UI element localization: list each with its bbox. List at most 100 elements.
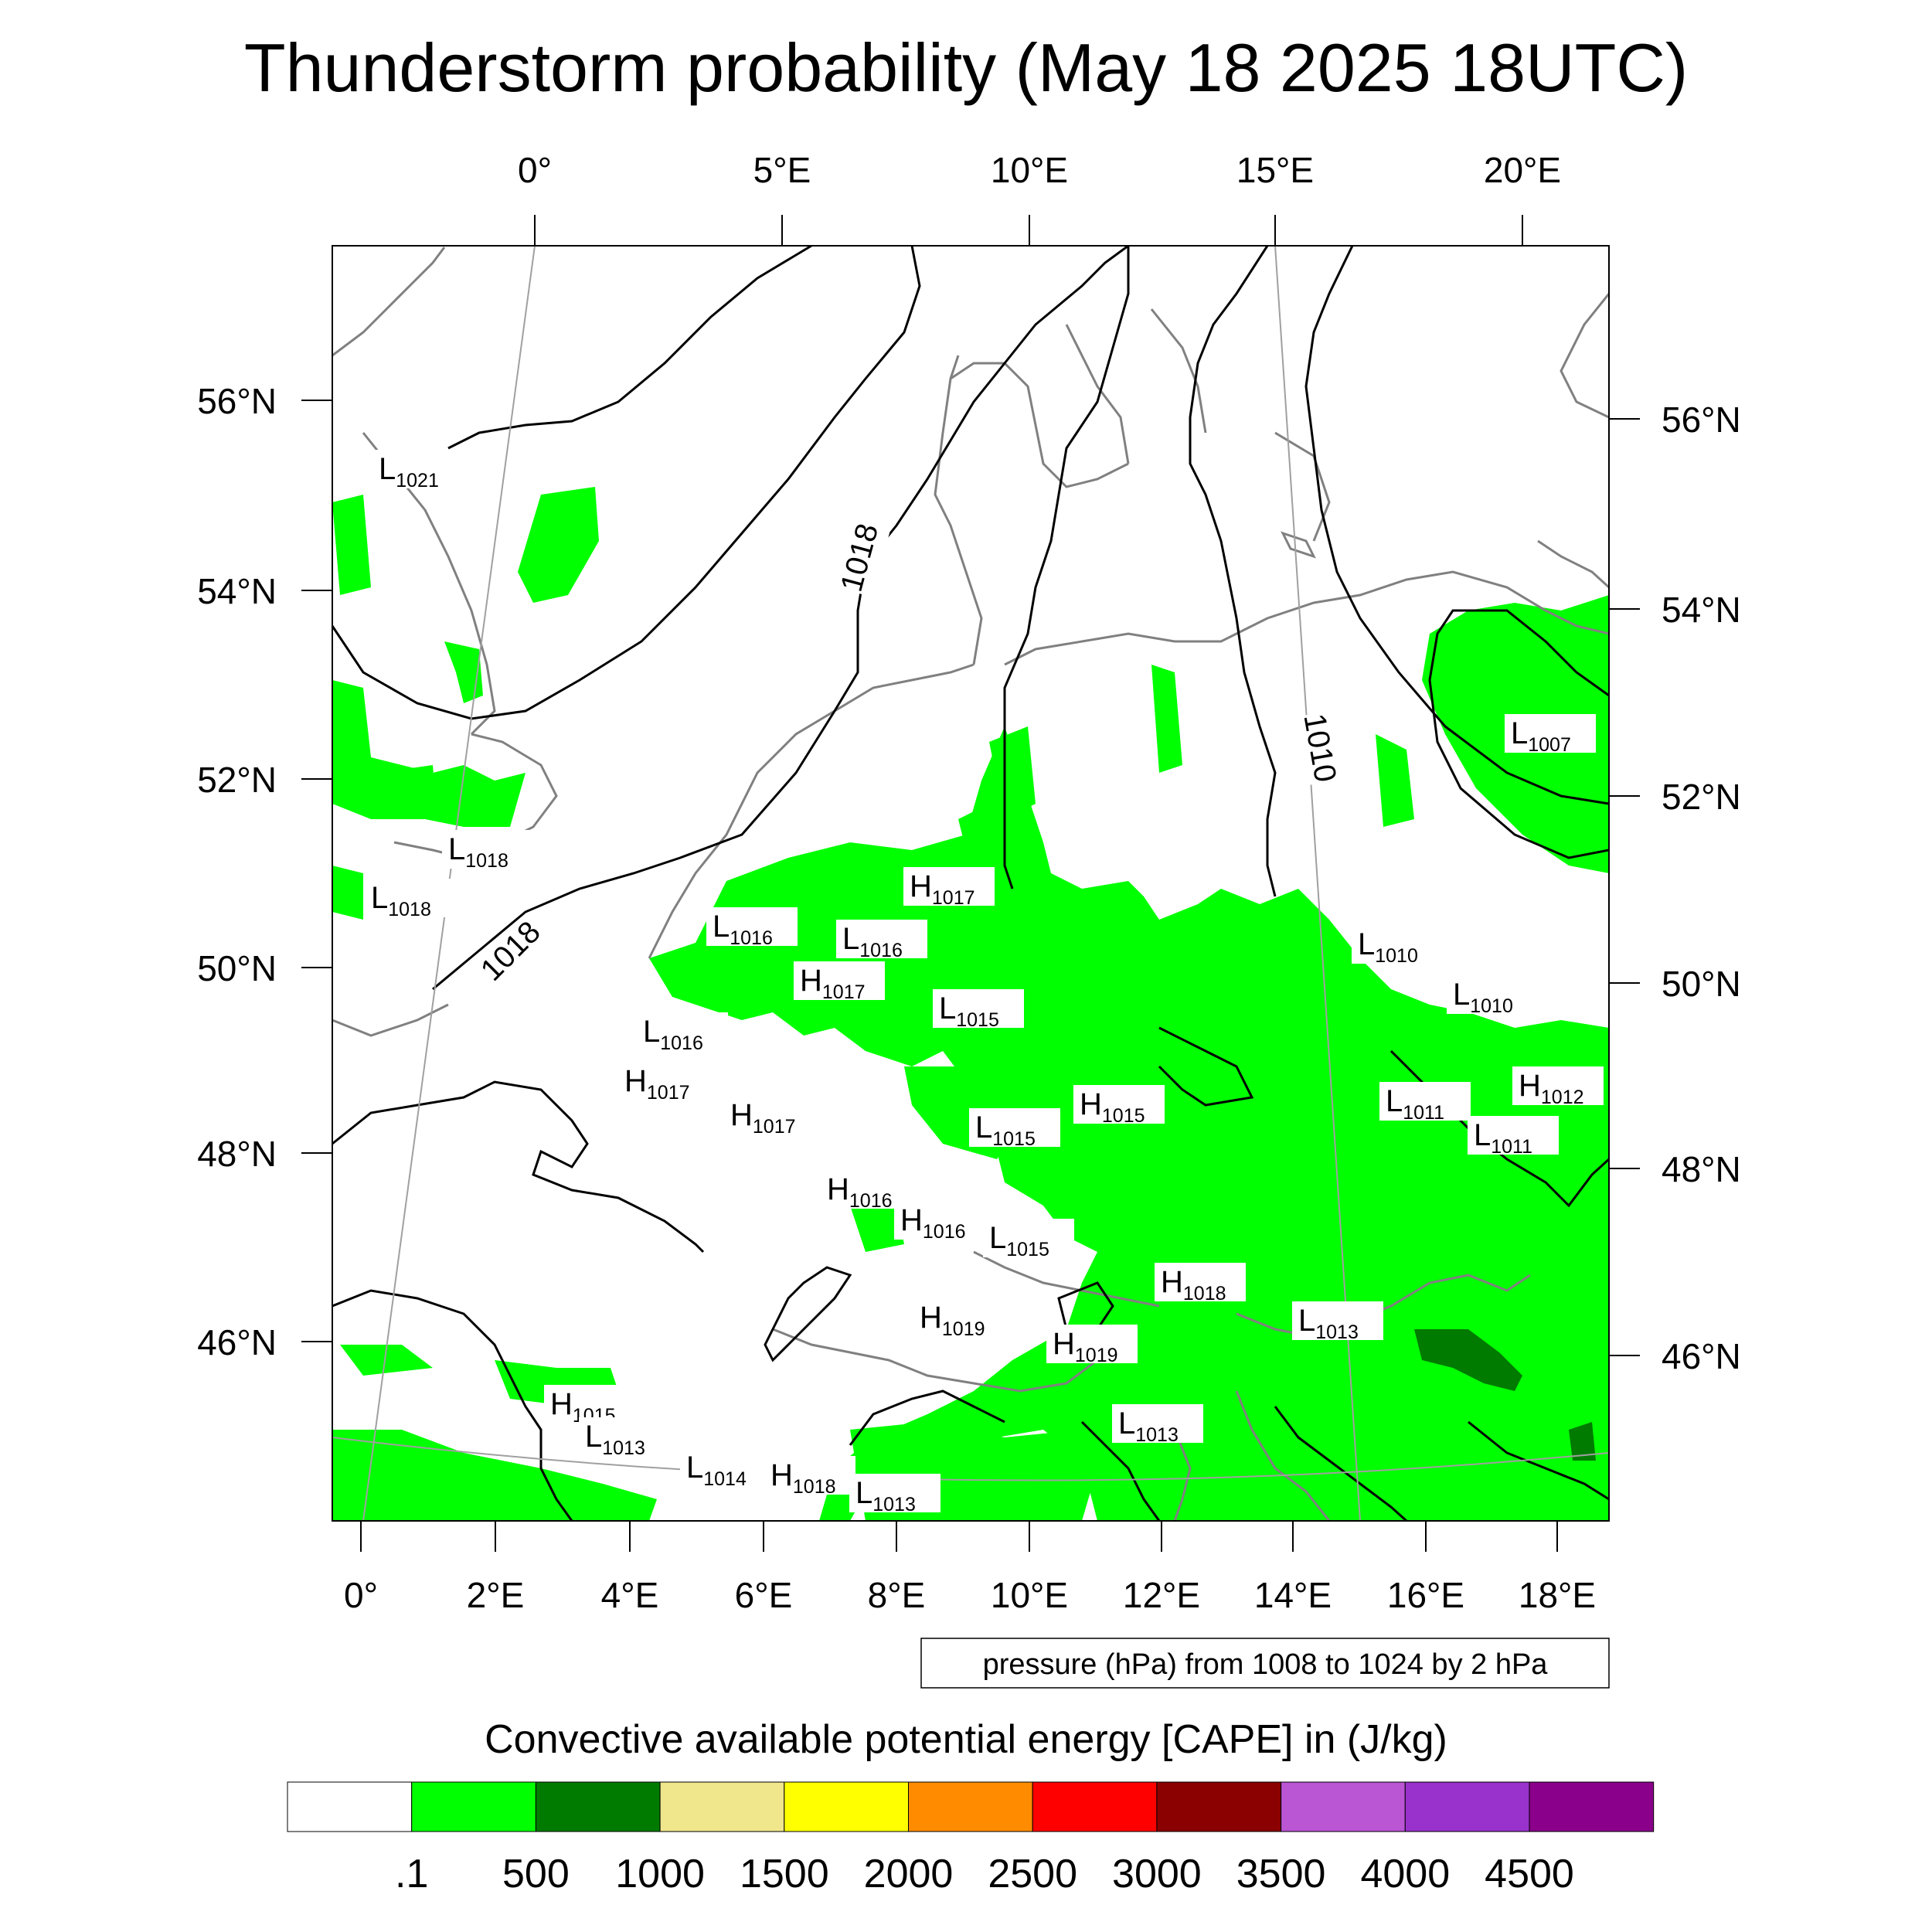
bottom-lon-label-8e: 8°E: [868, 1575, 926, 1615]
pressure-center-low: L1011: [1468, 1116, 1559, 1158]
bottom-lon-label-14e: 14°E: [1254, 1575, 1332, 1615]
pressure-center-low: L1007: [1505, 714, 1596, 756]
bottom-axis: [360, 1521, 1558, 1552]
left-lat-label-54n: 54°N: [197, 571, 277, 611]
pressure-center-label: H1019: [1053, 1327, 1118, 1366]
isobars: [332, 246, 1609, 1521]
right-axis-labels: 56°N 54°N 52°N 50°N 48°N 46°N: [1662, 400, 1741, 1376]
page-title: Thunderstorm probability (May 18 2025 18…: [244, 29, 1688, 106]
left-lat-label-46n: 46°N: [197, 1322, 277, 1362]
pressure-center-label: L1016: [643, 1015, 703, 1054]
pressure-center-label: L1018: [371, 881, 431, 920]
top-lon-label-5e: 5°E: [753, 150, 811, 190]
pressure-center-low: L1018: [442, 830, 533, 872]
bottom-lon-label-6e: 6°E: [735, 1575, 793, 1615]
top-lon-label-20e: 20°E: [1484, 150, 1561, 190]
top-lon-label-10e: 10°E: [991, 150, 1068, 190]
pressure-center-label: L1013: [855, 1476, 916, 1515]
right-lat-label-50n: 50°N: [1662, 964, 1741, 1004]
pressure-center-low: L1011: [1379, 1082, 1471, 1124]
pressure-center-low: L1014: [680, 1448, 771, 1490]
pressure-center-label: L1016: [713, 910, 773, 949]
cape-fill-layer-mid: [1414, 1329, 1596, 1461]
pressure-center-low: L1013: [579, 1417, 670, 1459]
top-axis-labels: 0° 5°E 10°E 15°E 20°E: [518, 150, 1561, 190]
pressure-center-label: H1016: [900, 1203, 966, 1243]
pressure-center-low: L1013: [1112, 1404, 1203, 1446]
colorbar-swatch: [1529, 1781, 1655, 1832]
bottom-lon-label-2e: 2°E: [467, 1575, 525, 1615]
contour-info-text: pressure (hPa) from 1008 to 1024 by 2 hP…: [983, 1648, 1549, 1681]
colorbar-title: Convective available potential energy [C…: [485, 1717, 1447, 1762]
pressure-center-low: L1018: [365, 879, 456, 920]
pressure-center-label: L1013: [1118, 1406, 1179, 1446]
pressure-center-low: L1015: [983, 1219, 1074, 1260]
bottom-lon-label-10e: 10°E: [991, 1575, 1068, 1615]
pressure-center-high: H1018: [764, 1456, 855, 1498]
pressure-center-label: L1011: [1474, 1118, 1532, 1158]
pressure-center-label: L1010: [1358, 927, 1418, 967]
pressure-center-high: H1015: [1073, 1085, 1165, 1127]
pressure-center-high: H1019: [913, 1298, 1005, 1340]
right-axis: [1609, 418, 1640, 1356]
pressure-center-low: L1021: [372, 450, 464, 492]
pressure-center-high: H1017: [724, 1096, 815, 1138]
colorbar-tick-label: 3000: [1112, 1852, 1202, 1896]
pressure-center-label: H1018: [770, 1458, 836, 1498]
colorbar-tick-label: 2000: [864, 1852, 954, 1896]
pressure-center-low: L1016: [836, 920, 927, 961]
pressure-center-label: L1011: [1386, 1084, 1444, 1124]
right-lat-label-54n: 54°N: [1662, 590, 1741, 630]
colorbar-swatch: [784, 1781, 909, 1832]
pressure-center-low: L1015: [933, 989, 1024, 1031]
left-axis-labels: 56°N 54°N 52°N 50°N 48°N 46°N: [197, 381, 277, 1362]
pressure-center-label: H1015: [1080, 1087, 1145, 1127]
colorbar-tick-label: 500: [502, 1852, 570, 1896]
pressure-center-high: H1017: [618, 1062, 709, 1104]
pressure-center-low: L1016: [637, 1012, 728, 1054]
pressure-center-label: L1015: [989, 1221, 1049, 1260]
pressure-center-high: H1017: [794, 961, 885, 1003]
pressure-center-low: L1013: [849, 1474, 940, 1515]
pressure-center-high: H1012: [1512, 1066, 1604, 1108]
pressure-center-label: L1015: [939, 992, 999, 1031]
left-axis: [301, 400, 332, 1342]
pressure-center-label: H1016: [827, 1172, 893, 1212]
pressure-center-label: L1013: [585, 1420, 645, 1459]
pressure-center-high: H1019: [1046, 1325, 1138, 1366]
colorbar-tick-label: .1: [395, 1852, 428, 1896]
pressure-center-low: L1010: [1352, 925, 1443, 967]
bottom-axis-labels: 0° 2°E 4°E 6°E 8°E 10°E 12°E 14°E 16°E 1…: [344, 1575, 1596, 1615]
bottom-lon-label-16e: 16°E: [1387, 1575, 1464, 1615]
bottom-lon-label-4e: 4°E: [601, 1575, 659, 1615]
pressure-center-low: L1013: [1292, 1301, 1383, 1343]
pressure-center-low: L1015: [969, 1108, 1060, 1150]
colorbar-tick-label: 1500: [740, 1852, 829, 1896]
pressure-center-label: H1017: [910, 869, 975, 909]
pressure-center-high: H1018: [1155, 1263, 1246, 1304]
top-lon-label-15e: 15°E: [1236, 150, 1314, 190]
colorbar-swatch: [411, 1781, 536, 1832]
top-lon-label-0: 0°: [518, 150, 552, 190]
colorbar-swatch: [1032, 1781, 1158, 1832]
colorbar-tick-label: 4500: [1485, 1852, 1574, 1896]
pressure-center-label: H1012: [1519, 1069, 1584, 1108]
pressure-center-label: H1017: [624, 1064, 690, 1104]
pressure-center-label: L1007: [1511, 716, 1571, 756]
pressure-center-high: H1016: [894, 1201, 985, 1243]
pressure-center-label: L1013: [1298, 1304, 1359, 1343]
pressure-center-label: L1014: [686, 1451, 747, 1490]
colorbar-swatch: [1281, 1781, 1406, 1832]
pressure-center-label: L1010: [1453, 978, 1513, 1017]
bottom-lon-label-18e: 18°E: [1519, 1575, 1596, 1615]
colorbar-labels: .1 500 1000 1500 2000 2500 3000 3500 4000 4500: [395, 1852, 1574, 1896]
left-lat-label-50n: 50°N: [197, 948, 277, 988]
colorbar-tick-label: 1000: [615, 1852, 705, 1896]
colorbar-swatch: [1404, 1781, 1530, 1832]
pressure-center-label: L1015: [975, 1111, 1036, 1150]
pressure-center-high: H1016: [821, 1170, 912, 1212]
top-axis: [534, 215, 1523, 246]
